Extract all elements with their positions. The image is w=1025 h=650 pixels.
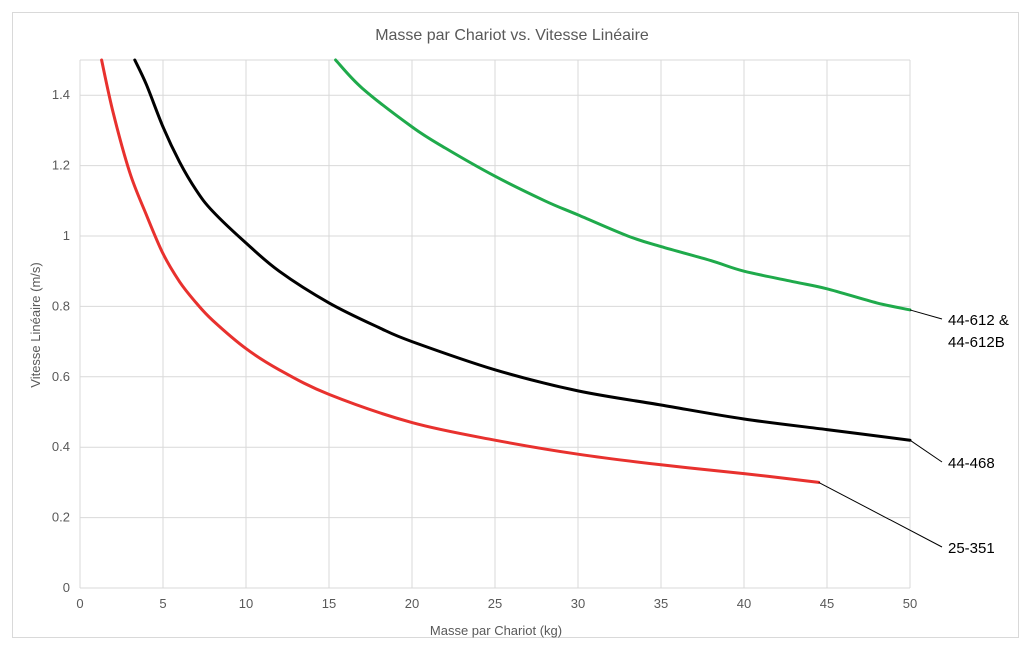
- x-tick-label: 45: [820, 596, 834, 611]
- y-tick-label: 0.2: [52, 510, 70, 525]
- series-line-44-612-44-612b: [334, 58, 912, 312]
- series: [100, 58, 912, 484]
- callout-leader-44-468: [909, 439, 943, 463]
- x-tick-label: 5: [159, 596, 166, 611]
- callout-leader-25-351: [818, 481, 943, 548]
- x-tick-label: 20: [405, 596, 419, 611]
- y-tick-label: 1.2: [52, 158, 70, 173]
- tick-labels: 0 5 10 15 20 25 30 35 40 45 50 0 0.2 0.4 0.6 0.8 1 1.2 1.4: [52, 87, 917, 611]
- series-line-44-468: [133, 58, 912, 442]
- x-tick-label: 35: [654, 596, 668, 611]
- x-tick-label: 30: [571, 596, 585, 611]
- y-tick-label: 1: [63, 228, 70, 243]
- series-label-25-351: 25-351: [948, 540, 995, 557]
- y-tick-label: 0.4: [52, 439, 70, 454]
- y-tick-label: 0.6: [52, 369, 70, 384]
- x-tick-label: 25: [488, 596, 502, 611]
- y-tick-label: 0: [63, 580, 70, 595]
- series-label-44-612-44-612b: 44-612 &: [948, 312, 1009, 329]
- chart-title: Masse par Chariot vs. Vitesse Linéaire: [375, 27, 649, 44]
- x-tick-label: 40: [737, 596, 751, 611]
- chart-border: [12, 12, 1019, 638]
- grid: [79, 59, 911, 589]
- y-axis-title: Vitesse Linéaire (m/s): [28, 262, 43, 387]
- x-tick-label: 15: [322, 596, 336, 611]
- callouts: 44-612 & 44-612B 44-468 25-351: [818, 309, 1009, 557]
- series-line-25-351: [100, 58, 821, 484]
- callout-leader-44-612-44-612b: [909, 309, 943, 320]
- series-label-44-612-44-612b: 44-612B: [948, 334, 1005, 351]
- x-axis-title: Masse par Chariot (kg): [430, 623, 562, 638]
- series-label-44-468: 44-468: [948, 455, 995, 472]
- x-tick-label: 10: [239, 596, 253, 611]
- y-tick-label: 0.8: [52, 298, 70, 313]
- y-tick-label: 1.4: [52, 87, 70, 102]
- x-tick-label: 0: [76, 596, 83, 611]
- x-tick-label: 50: [903, 596, 917, 611]
